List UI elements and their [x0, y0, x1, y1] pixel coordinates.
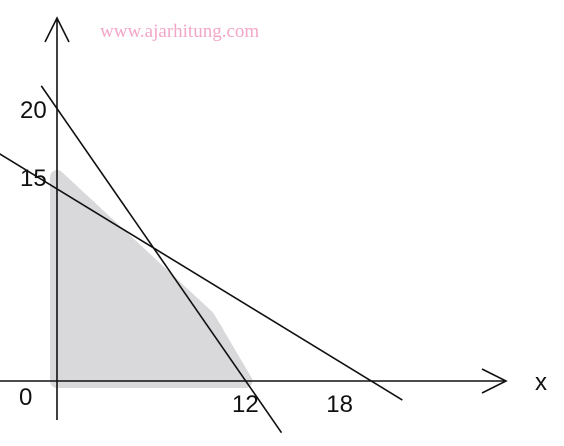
tick-labels-layer: 12 18 20 15 — [20, 97, 353, 418]
constraint-lines-layer — [0, 85, 403, 434]
feasible-region-blob — [114, 344, 146, 376]
feasible-region-blob — [114, 280, 142, 308]
feasible-region-blob — [85, 275, 115, 305]
constraint-line-1 — [40, 85, 283, 434]
feasible-region-blob — [85, 341, 115, 371]
feasible-region-layer — [50, 170, 253, 388]
origin-label: 0 — [19, 384, 32, 411]
feasible-region-blob — [145, 341, 175, 371]
feasible-region-blob — [56, 336, 88, 368]
feasible-region-blob — [175, 337, 205, 367]
feasible-region-blob — [196, 320, 224, 348]
y-tick-label: 20 — [20, 97, 47, 124]
feasible-region-blob — [143, 295, 173, 325]
watermark-text: www.ajarhitung.com — [100, 21, 259, 42]
constraint-line-2 — [0, 153, 403, 401]
x-tick-label: 18 — [326, 391, 353, 418]
x-axis-label: x — [535, 369, 547, 396]
x-axis-arrowhead — [481, 368, 508, 394]
feasible-region-blob — [54, 276, 86, 308]
x-tick-label: 12 — [232, 391, 259, 418]
y-tick-label: 15 — [20, 165, 47, 192]
feasible-region-blob — [170, 303, 200, 333]
y-axis-arrowhead — [44, 16, 70, 43]
